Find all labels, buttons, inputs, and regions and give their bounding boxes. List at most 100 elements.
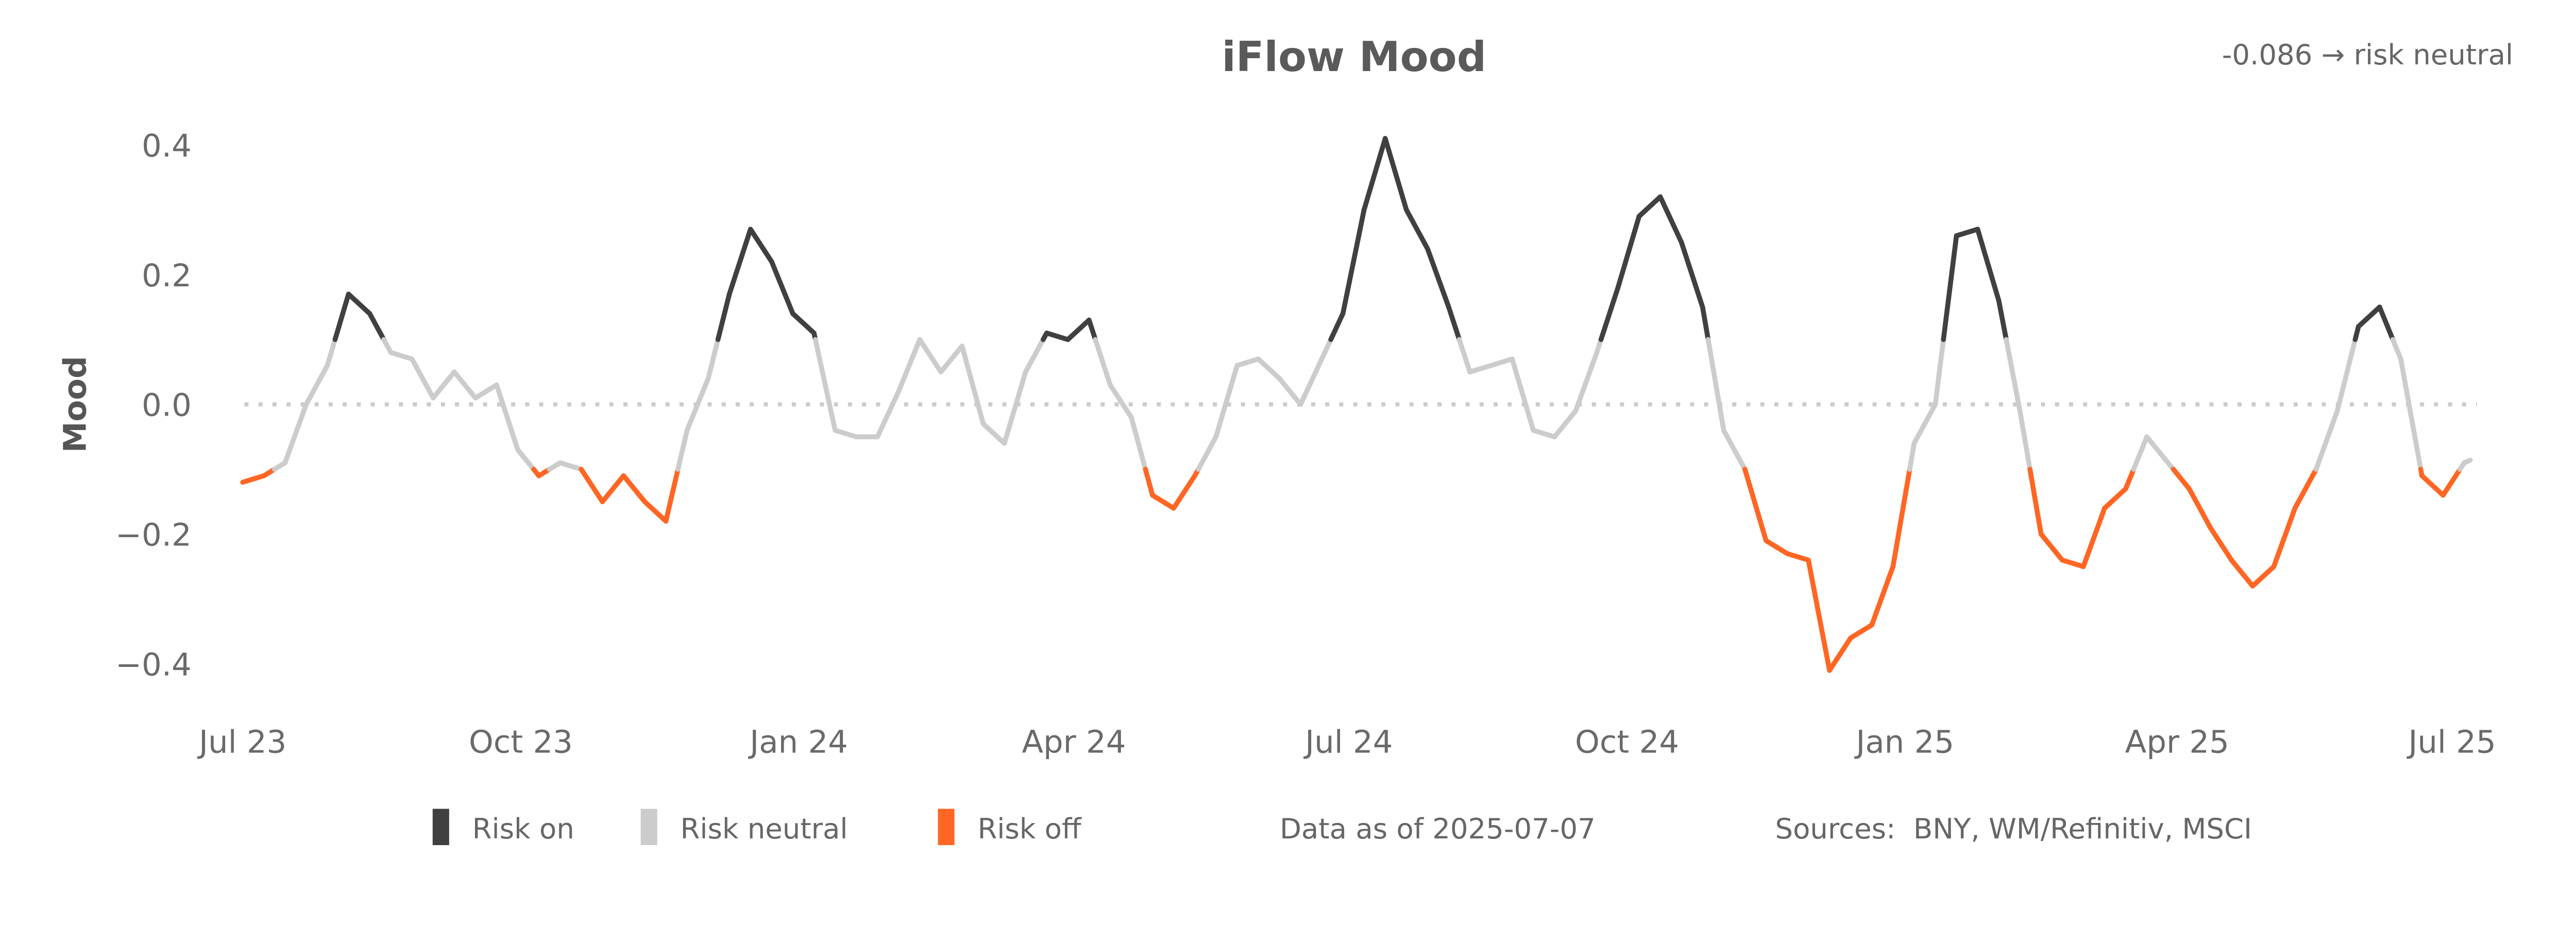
series-segment (1941, 233, 1959, 342)
series-segment (715, 291, 732, 342)
series-segment (600, 473, 626, 505)
series-segment (1785, 551, 1811, 563)
series-segment (325, 337, 338, 368)
legend-label-risk-neutral: Risk neutral (681, 812, 848, 845)
series-segment (1196, 434, 1218, 472)
series-segment (1721, 427, 1748, 472)
series-segment (748, 227, 774, 264)
series-segment (1848, 622, 1875, 641)
legend-swatch-risk-off (938, 809, 955, 846)
series-segment (1657, 194, 1684, 245)
series-segment (2229, 557, 2256, 589)
series-segment (1742, 467, 1769, 543)
series-segment (1907, 441, 1917, 472)
series-segment (2038, 531, 2065, 563)
series-segment (1488, 356, 1515, 368)
chart: iFlow Mood -0.086 → risk neutral Mood 0.… (57, 33, 2514, 846)
legend-label-risk-off: Risk off (977, 812, 1082, 845)
series-segment (1552, 408, 1579, 440)
series-segment (2144, 434, 2171, 466)
x-tick-label: Apr 24 (1022, 724, 1126, 761)
series-segment (812, 337, 838, 433)
series-segment (2102, 486, 2128, 511)
series-segment (1328, 311, 1346, 342)
legend-swatch-risk-on (432, 809, 449, 846)
series-segment (1598, 285, 1621, 342)
series-segment (705, 337, 721, 381)
series-segment (1911, 402, 1938, 446)
x-tick-label: Jan 24 (748, 724, 848, 761)
series-segment (346, 291, 372, 316)
series-segment (1256, 356, 1282, 381)
series-segment (2027, 467, 2044, 537)
y-tick-label: −0.2 (115, 517, 192, 554)
series-segment (1108, 382, 1134, 420)
series-segment (1340, 207, 1367, 316)
series-segment (409, 356, 436, 401)
series-segment (1425, 246, 1451, 310)
y-ticks: 0.4 0.2 0.0 −0.2 −0.4 (115, 128, 192, 683)
series-segment (2441, 467, 2463, 498)
series-segment (1531, 427, 1557, 440)
series-segment (1002, 369, 1028, 446)
series-segment (938, 344, 965, 375)
legend: Risk on Risk neutral Risk off Data as of… (432, 809, 2252, 846)
series-segment (2171, 467, 2192, 491)
y-axis-label: Mood (57, 356, 94, 453)
series-segment (1705, 337, 1726, 433)
x-tick-label: Jul 24 (1303, 724, 1393, 761)
series-segment (1764, 538, 1790, 556)
series-segment (896, 337, 923, 394)
series-segment (1213, 363, 1240, 440)
x-tick-label: Oct 24 (1575, 724, 1679, 761)
series-segment (473, 382, 499, 401)
series-segment (959, 344, 986, 426)
series-segment (2419, 473, 2446, 498)
y-tick-label: 0.0 (142, 387, 192, 424)
series-segment (2131, 434, 2149, 472)
y-tick-label: −0.4 (115, 647, 192, 683)
series-segment (1996, 298, 2009, 342)
series-segment (1700, 304, 1711, 342)
x-tick-label: Jul 25 (2406, 724, 2496, 761)
x-tick-label: Jan 25 (1854, 724, 1954, 761)
series-segment (2271, 505, 2298, 569)
series-segment (833, 427, 859, 440)
series-segment (332, 291, 351, 342)
series-segment (1382, 136, 1409, 213)
series-segment (1023, 337, 1046, 375)
series-segment (1869, 564, 1896, 628)
series-segment (1143, 467, 1155, 498)
series-segment (1298, 356, 1325, 407)
series-segment (684, 376, 711, 433)
y-tick-label: 0.2 (142, 258, 192, 294)
series-segment (494, 382, 520, 453)
series-segment (240, 473, 267, 485)
series-segment (1933, 337, 1946, 407)
series-segment (1093, 337, 1113, 388)
series-segment (1150, 492, 1176, 511)
chart-title: iFlow Mood (1222, 33, 1486, 81)
series-segment (2017, 408, 2032, 472)
mood-series (240, 136, 2473, 673)
series-segment (2060, 557, 2086, 569)
series-segment (1361, 136, 1388, 213)
series-segment (2398, 356, 2424, 472)
series-segment (769, 259, 795, 316)
series-segment (1573, 350, 1600, 414)
series-segment (663, 467, 681, 524)
series-segment (1890, 467, 1912, 569)
series-segment (2187, 486, 2213, 530)
series-segment (621, 473, 648, 505)
y-tick-label: 0.4 (142, 128, 192, 164)
series-segment (2313, 408, 2340, 472)
series-segment (388, 350, 415, 362)
series-segment (1806, 557, 1832, 673)
series-segment (2250, 564, 2277, 589)
legend-label-risk-on: Risk on (472, 812, 574, 845)
series-segment (1827, 635, 1853, 673)
series-segment (430, 369, 457, 401)
series-segment (579, 467, 605, 505)
series-segment (1679, 239, 1705, 310)
series-segment (1510, 356, 1536, 433)
